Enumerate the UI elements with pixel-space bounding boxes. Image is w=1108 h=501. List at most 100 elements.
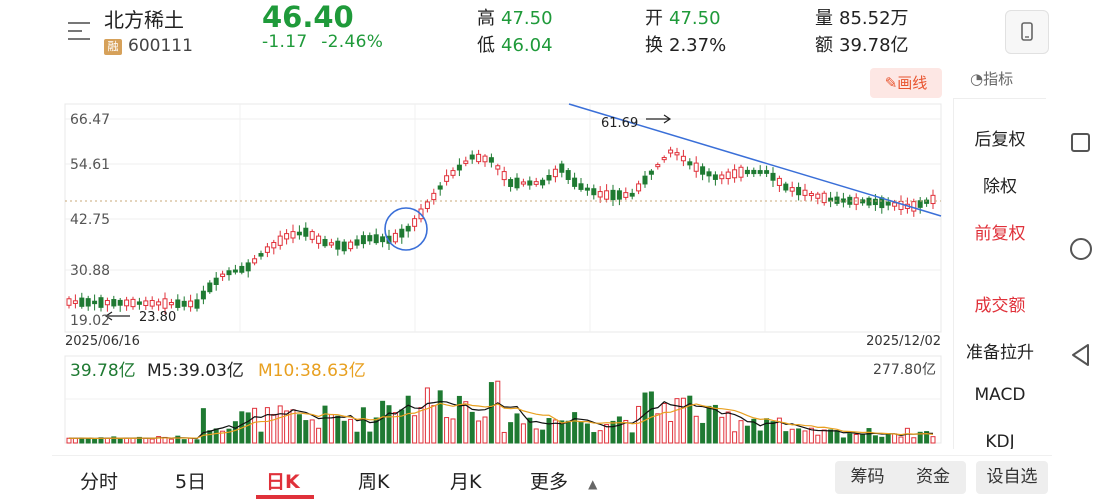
- volume-max: 277.80亿: [873, 362, 936, 378]
- volume-bar: [437, 390, 443, 444]
- side-item-kdj[interactable]: KDJ: [985, 432, 1015, 449]
- side-item-turnover-amount[interactable]: 成交额: [974, 296, 1026, 316]
- side-item-ex-rights[interactable]: 除权: [983, 177, 1017, 197]
- candle-body: [520, 181, 526, 185]
- candle-body: [469, 154, 475, 160]
- volume-bar: [661, 403, 667, 444]
- candle-body: [687, 161, 693, 166]
- volume-bar: [322, 405, 328, 444]
- volume-bar: [578, 421, 584, 444]
- candle-body: [495, 165, 501, 170]
- volume-bar: [629, 432, 635, 444]
- candle-body: [437, 185, 443, 190]
- volume-bar: [789, 428, 795, 444]
- candle-body: [117, 299, 123, 306]
- side-item-ready-rise[interactable]: 准备拉升: [966, 343, 1034, 363]
- side-item-post-adjust[interactable]: 后复权: [974, 130, 1026, 150]
- indicator-label: 指标: [983, 70, 1014, 88]
- candle-body: [610, 189, 616, 201]
- volume-bar: [92, 439, 98, 444]
- candle-body: [220, 273, 226, 278]
- candle-body: [335, 240, 341, 250]
- high-stat: 高 47.50: [477, 4, 553, 30]
- volume-bar: [252, 407, 258, 444]
- candle-body: [111, 299, 117, 307]
- price-axis: 66.47 54.61 42.75 30.88 19.02: [70, 112, 110, 329]
- low-stat: 低 46.04: [477, 31, 553, 57]
- candle-body: [930, 194, 936, 205]
- high-arrow-head: [663, 114, 672, 124]
- volume-bar: [540, 429, 546, 444]
- active-tab-underline: [256, 495, 314, 499]
- tab-more[interactable]: 更多 ▲: [530, 467, 597, 494]
- volume-bar: [732, 431, 738, 444]
- volume-bar: [847, 433, 853, 444]
- volume-bar: [744, 425, 750, 444]
- tab-monthly-k[interactable]: 月K: [450, 471, 482, 493]
- candle-body: [540, 179, 546, 186]
- candle-body: [700, 166, 706, 175]
- candle-body: [194, 299, 200, 309]
- volume-bar: [296, 414, 302, 444]
- tab-weekly-k[interactable]: 周K: [358, 471, 390, 493]
- candle-body: [405, 225, 411, 232]
- candle-body: [783, 183, 789, 191]
- volume-bar: [840, 437, 846, 444]
- volume-bar: [802, 430, 808, 444]
- tab-intraday[interactable]: 分时: [80, 471, 119, 493]
- candle-body: [808, 192, 814, 197]
- candle-body: [258, 253, 264, 257]
- volume-bar: [156, 436, 162, 444]
- candle-body: [674, 152, 680, 156]
- candle-body: [245, 262, 251, 272]
- landscape-toggle-button[interactable]: [1005, 10, 1049, 54]
- volume-bar: [911, 437, 917, 444]
- amount-label: 额: [815, 35, 833, 56]
- volume-bar: [623, 419, 629, 444]
- volume-bar: [764, 418, 770, 444]
- side-item-pre-adjust[interactable]: 前复权: [974, 224, 1026, 244]
- candle-body: [744, 169, 750, 175]
- volume-bar: [207, 430, 213, 444]
- chips-button[interactable]: 筹码: [835, 461, 900, 494]
- candle-body: [482, 155, 488, 163]
- volume-bar: [194, 439, 200, 444]
- add-watchlist-button[interactable]: 设自选: [976, 461, 1048, 494]
- volume-bar: [226, 428, 232, 444]
- volume-bar: [866, 428, 872, 444]
- side-item-macd[interactable]: MACD: [974, 385, 1026, 405]
- tab-5day[interactable]: 5日: [175, 471, 207, 493]
- back-icon[interactable]: [1070, 343, 1092, 367]
- candle-body: [552, 168, 558, 178]
- candle-body: [188, 300, 194, 308]
- tab-daily-k[interactable]: 日K: [266, 471, 300, 493]
- candle-body: [264, 246, 270, 253]
- volume-bar: [143, 437, 149, 444]
- recent-apps-icon[interactable]: [1071, 133, 1090, 152]
- volume-bar: [885, 433, 891, 444]
- volume-bar: [719, 416, 725, 444]
- volume-bar: [834, 430, 840, 444]
- volume-bar: [610, 420, 616, 444]
- volume-bar: [674, 398, 680, 444]
- home-icon[interactable]: [1070, 238, 1092, 260]
- volume-bar: [418, 407, 424, 444]
- menu-icon[interactable]: [68, 22, 94, 42]
- funds-button[interactable]: 资金: [900, 461, 966, 494]
- volume-bar: [872, 435, 878, 444]
- volume-bar: [386, 405, 392, 444]
- indicator-button[interactable]: ◔指标: [970, 68, 1013, 89]
- pencil-icon: ✎: [884, 74, 898, 92]
- volume-bar: [424, 387, 430, 444]
- open-stat: 开 47.50: [645, 4, 721, 30]
- current-price: 46.40: [262, 0, 354, 34]
- turnover-stat: 换 2.37%: [645, 31, 726, 57]
- volume-bar: [597, 430, 603, 444]
- candle-body: [725, 171, 731, 180]
- volume-bar: [687, 395, 693, 444]
- candle-body: [175, 299, 181, 308]
- candle-body: [738, 166, 744, 178]
- volume-bar: [565, 420, 571, 444]
- draw-line-button[interactable]: ✎画线: [870, 68, 942, 98]
